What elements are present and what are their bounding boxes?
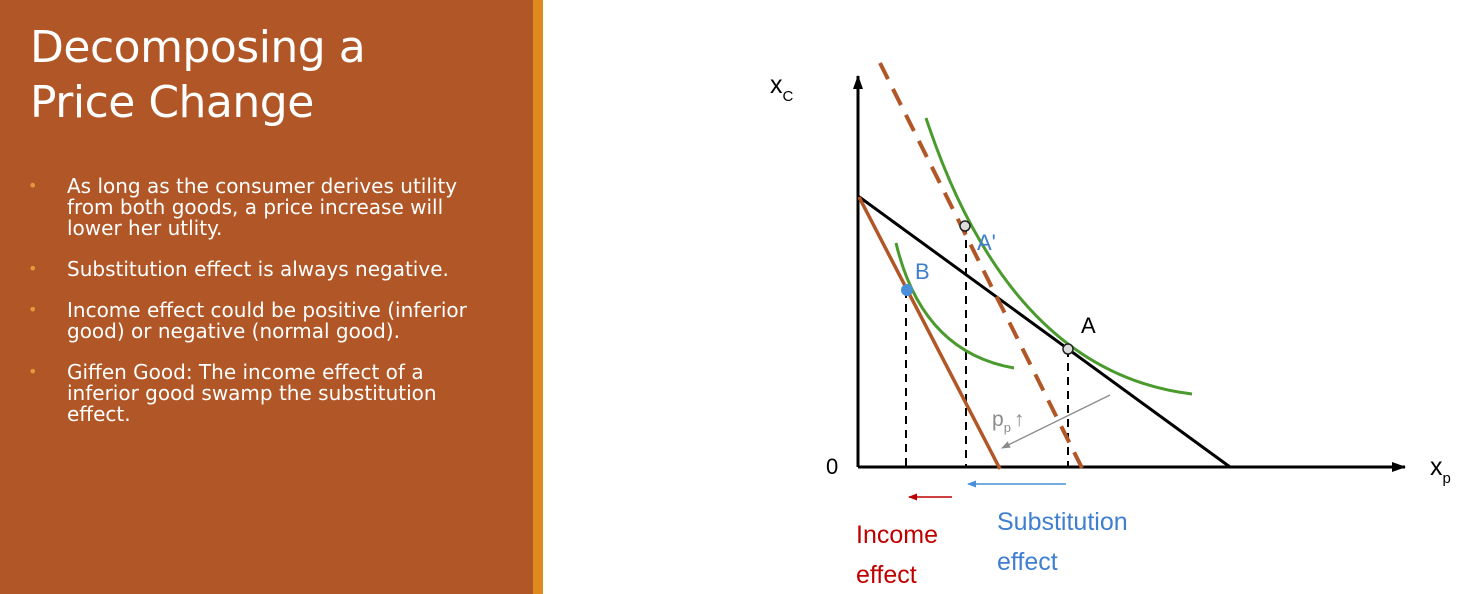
point-a-prime-marker — [959, 220, 971, 232]
y-axis-label: xC — [770, 71, 794, 105]
price-change-diagram: xC xp 0 A A' B pp ↑ Income effect Substit… — [770, 62, 1451, 589]
point-a-label: A — [1081, 313, 1096, 338]
bullet-dot-icon: • — [28, 300, 38, 319]
compensated-budget-line — [878, 62, 1084, 469]
bullet-text: Giffen Good: The income effect of a infe… — [67, 360, 437, 426]
point-b-marker — [901, 284, 913, 296]
title-panel: Decomposing a Price Change • As long as t… — [0, 0, 533, 594]
price-change-label: pp ↑ — [992, 408, 1024, 435]
point-a-marker — [1062, 343, 1074, 355]
bullet-text: Income effect could be positive (inferio… — [67, 298, 467, 343]
bullet-item: • Income effect could be positive (inferi… — [28, 300, 498, 342]
slide-title: Decomposing a Price Change — [30, 20, 366, 130]
income-effect-label-line-1: Income — [856, 521, 938, 549]
bullet-dot-icon: • — [28, 176, 38, 195]
x-axis-label: xp — [1430, 453, 1451, 487]
indifference-curve-low — [894, 242, 1015, 370]
point-a-prime-label: A' — [977, 230, 996, 255]
bullet-dot-icon: • — [28, 259, 38, 278]
bullet-item: • As long as the consumer derives utility… — [28, 176, 498, 239]
bullet-item: • Giffen Good: The income effect of a inf… — [28, 362, 498, 425]
substitution-effect-label-line-2: effect — [997, 548, 1058, 576]
origin-label: 0 — [826, 454, 838, 479]
bullet-dot-icon: • — [28, 362, 38, 381]
bullet-text: Substitution effect is always negative. — [67, 257, 449, 281]
original-budget-line — [857, 194, 1231, 469]
substitution-effect-label-line-1: Substitution — [997, 508, 1128, 536]
bullet-list: • As long as the consumer derives utility… — [28, 176, 498, 445]
indifference-curve-high — [924, 117, 1193, 396]
bullet-text: As long as the consumer derives utility … — [67, 174, 458, 240]
slide-title-line-1: Decomposing a — [30, 22, 366, 73]
accent-bar — [533, 0, 543, 594]
price-shift-arrow — [1001, 394, 1111, 449]
point-b-label: B — [915, 259, 930, 284]
bullet-item: • Substitution effect is always negative. — [28, 259, 498, 280]
slide-title-line-2: Price Change — [30, 77, 314, 128]
new-budget-line — [857, 196, 1002, 470]
income-effect-label-line-2: effect — [856, 561, 917, 589]
